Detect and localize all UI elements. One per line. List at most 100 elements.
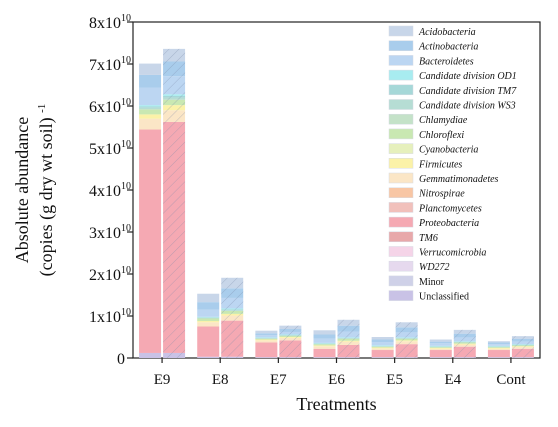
legend-swatch-wd272: [388, 260, 414, 272]
bar-segment-unclassified: [197, 356, 220, 358]
legend-swatch-tm6: [388, 231, 414, 243]
bar-segment-candidate-division-od1: [487, 345, 510, 347]
bar-hatch-candidate-division-od1: [337, 337, 360, 338]
bar-segment-candidate-division-ws3: [255, 338, 278, 339]
bar-hatch-unclassified: [511, 357, 534, 358]
bar-hatch-candidate-division-tm7: [279, 334, 302, 336]
bar-segment-candidate-division-tm7: [429, 346, 452, 347]
x-tick-label-e5: E5: [386, 372, 403, 388]
bar-hatch-bacteroidetes: [453, 337, 476, 342]
bar-hatch-candidate-division-od1: [511, 344, 534, 345]
x-tick-label-e7: E7: [270, 372, 287, 388]
bar-segment-chloroflexi: [371, 346, 394, 348]
bar-segment-actinobacteria: [429, 341, 452, 344]
bar-segment-candidate-division-ws3: [313, 343, 336, 345]
bar-hatch-acidobacteria: [337, 319, 360, 326]
legend-swatch-acidobacteria: [388, 25, 414, 37]
bar-segment-unclassified: [429, 357, 452, 358]
bar-segment-proteobacteria: [139, 129, 162, 353]
bar-hatch-unclassified: [395, 357, 418, 358]
bar-hatch-gemmatimonadetes: [163, 110, 186, 122]
legend-swatch-unclassified: [388, 290, 414, 301]
legend-label-nitrospirae: Nitrospirae: [418, 189, 465, 200]
bars-layer: [139, 48, 534, 358]
bar-segment-unclassified: [371, 357, 394, 358]
bar-segment-acidobacteria: [197, 293, 220, 303]
x-tick-label-e9: E9: [154, 372, 171, 388]
x-tick-label-e4: E4: [444, 372, 461, 388]
bar-hatch-unclassified: [337, 357, 360, 358]
bar-segment-acidobacteria: [429, 339, 452, 342]
bar-segment-unclassified: [255, 357, 278, 358]
bar-hatch-candidate-division-tm7: [511, 344, 534, 346]
bar-hatch-gemmatimonadetes: [395, 341, 418, 345]
bar-segment-candidate-division-tm7: [197, 317, 220, 318]
bar-segment-proteobacteria: [313, 348, 336, 358]
bar-hatch-chloroflexi: [279, 335, 302, 337]
bar-segment-chloroflexi: [197, 318, 220, 322]
bar-hatch-candidate-division-tm7: [395, 337, 418, 339]
bar-segment-gemmatimonadetes: [255, 340, 278, 343]
legend-label-candidate-division-od1: Candidate division OD1: [419, 71, 517, 82]
bar-hatch-chloroflexi: [337, 338, 360, 341]
bar-hatch-gemmatimonadetes: [453, 344, 476, 347]
bar-segment-candidate-division-ws3: [139, 107, 162, 110]
bar-hatch-chloroflexi: [163, 99, 186, 106]
bar-segment-candidate-division-od1: [255, 337, 278, 338]
bar-hatch-firmicutes: [511, 346, 534, 348]
bar-segment-acidobacteria: [371, 337, 394, 340]
bar-hatch-bacteroidetes: [337, 331, 360, 338]
ticks-layer: 0 1x1010 2x1010 3x1010 4x1010 5x1010 6x1010 7x1…: [89, 13, 526, 388]
bar-hatch-bacteroidetes: [221, 297, 244, 309]
legend-label-chlamydiae: Chlamydiae: [419, 115, 468, 126]
bar-hatch-chloroflexi: [221, 310, 244, 314]
bar-segment-actinobacteria: [139, 74, 162, 88]
bar-hatch-candidate-division-ws3: [511, 344, 534, 346]
bar-hatch-unclassified: [279, 357, 302, 358]
bar-segment-gemmatimonadetes: [371, 348, 394, 351]
y-tick-label: 6x1010: [89, 97, 131, 116]
bar-hatch-candidate-division-od1: [163, 94, 186, 96]
x-tick-label-e8: E8: [212, 372, 229, 388]
bar-segment-bacteroidetes: [197, 309, 220, 317]
legend-label-actinobacteria: Actinobacteria: [418, 42, 478, 53]
bar-hatch-candidate-division-tm7: [453, 341, 476, 343]
bar-segment-proteobacteria: [429, 350, 452, 358]
legend-swatch-gemmatimonadetes: [388, 172, 414, 184]
legend-label-proteobacteria: Proteobacteria: [418, 218, 479, 229]
x-tick-label-e6: E6: [328, 372, 345, 388]
bar-hatch-candidate-division-od1: [453, 341, 476, 342]
bar-hatch-actinobacteria: [221, 288, 244, 298]
bar-segment-actinobacteria: [371, 339, 394, 343]
legend-label-tm6: TM6: [419, 233, 438, 244]
legend-label-candidate-division-ws3: Candidate division WS3: [419, 101, 516, 112]
bar-segment-chloroflexi: [429, 347, 452, 348]
bar-segment-firmicutes: [255, 339, 278, 341]
bar-segment-proteobacteria: [487, 350, 510, 358]
legend-swatch-cyanobacteria: [388, 143, 414, 154]
legend-swatch-verrucomicrobia: [388, 246, 414, 257]
legend-label-cyanobacteria: Cyanobacteria: [419, 145, 478, 156]
bar-segment-chloroflexi: [255, 338, 278, 340]
legend-swatch-nitrospirae: [388, 187, 414, 198]
legend-label-acidobacteria: Acidobacteria: [418, 27, 476, 38]
legend-label-firmicutes: Firmicutes: [418, 159, 462, 170]
bar-hatch-candidate-division-ws3: [395, 338, 418, 339]
bar-segment-gemmatimonadetes: [139, 118, 162, 130]
y-axis-title-line1: Absolute abundance: [12, 117, 32, 263]
bar-segment-firmicutes: [139, 114, 162, 119]
legend-swatch-firmicutes: [388, 158, 414, 169]
bar-segment-chloroflexi: [139, 109, 162, 115]
legend-label-planctomycetes: Planctomycetes: [418, 203, 482, 214]
legend-swatch-candidate-division-od1: [388, 69, 414, 81]
bar-hatch-actinobacteria: [337, 325, 360, 332]
x-tick-label-cont: Cont: [496, 372, 526, 388]
bar-segment-gemmatimonadetes: [487, 348, 510, 351]
legend-label-chloroflexi: Chloroflexi: [419, 130, 464, 141]
bar-hatch-actinobacteria: [163, 61, 186, 77]
y-tick-label: 5x1010: [89, 139, 131, 158]
legend-swatch-bacteroidetes: [388, 55, 414, 66]
bar-hatch-proteobacteria: [221, 320, 244, 357]
bar-hatch-candidate-division-tm7: [337, 337, 360, 339]
y-tick-label: 8x1010: [89, 13, 131, 32]
